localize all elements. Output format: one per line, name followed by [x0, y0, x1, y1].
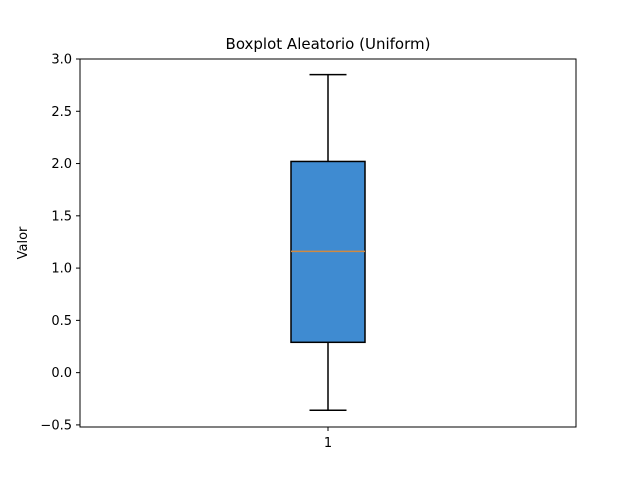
x-tick-label: 1: [324, 436, 332, 451]
y-tick-label: 0.0: [51, 366, 72, 381]
y-tick-label: 3.0: [51, 53, 72, 68]
y-tick-label: −0.5: [40, 418, 72, 433]
plot-area: [290, 73, 366, 412]
chart-title: Boxplot Aleatorio (Uniform): [226, 35, 431, 53]
y-tick-label: 1.5: [51, 209, 72, 224]
y-axis-label: Valor: [16, 226, 31, 259]
y-tick-label: 1.0: [51, 262, 72, 277]
y-tick-label: 2.5: [51, 105, 72, 120]
y-tick-label: 0.5: [51, 314, 72, 329]
y-tick-label: 2.0: [51, 157, 72, 172]
